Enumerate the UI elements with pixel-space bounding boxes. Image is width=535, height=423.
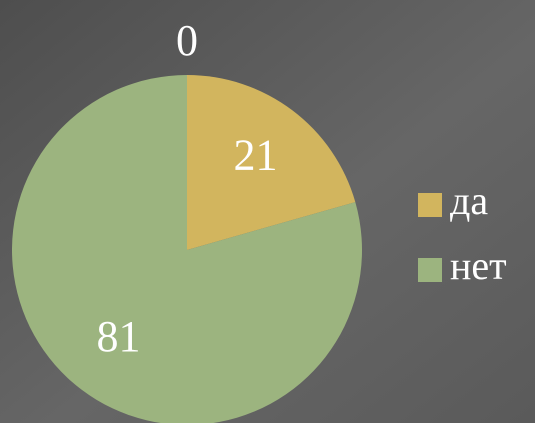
data-label: 21 [234,130,278,179]
legend: да нет [418,178,507,288]
legend-label: нет [450,243,507,288]
pie [12,75,362,423]
pie-slice [187,75,356,250]
data-label: 0 [176,16,198,65]
legend-label: да [450,178,488,223]
data-label: 81 [96,312,140,361]
legend-swatch [418,258,442,282]
pie-slice [12,75,362,423]
legend-swatch [418,193,442,217]
